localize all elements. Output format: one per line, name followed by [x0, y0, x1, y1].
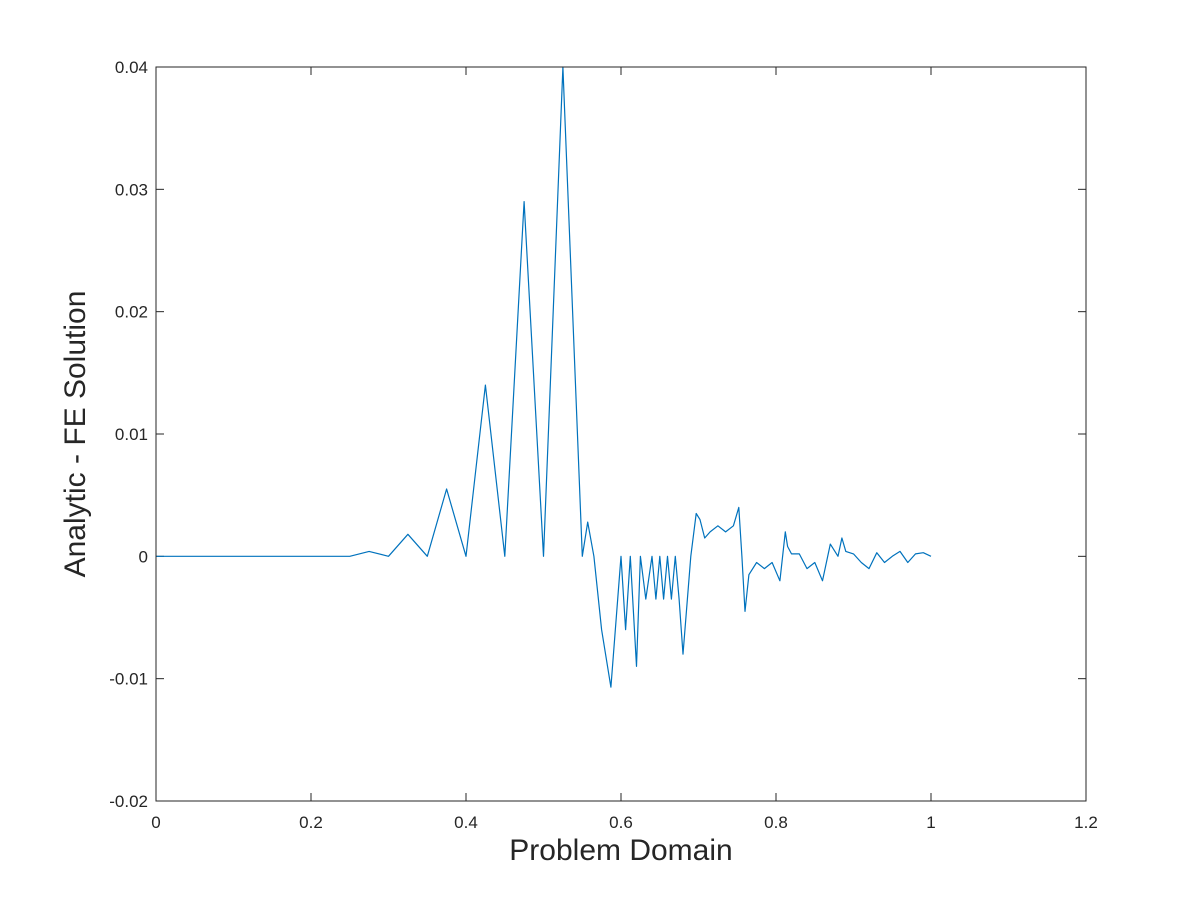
y-tick-label: 0	[139, 547, 148, 566]
axis-tick-labels: 0 0.2 0.4 0.6 0.8 1 1.2 -0.02 -0.01 0 0.01 0.02 0.03…	[109, 58, 1098, 832]
y-tick-label: 0.01	[115, 425, 148, 444]
x-tick-label: 1.2	[1074, 813, 1098, 832]
x-axis-label: Problem Domain	[509, 834, 732, 867]
plot-box	[155, 66, 1087, 802]
x-tick-label: 0.4	[454, 813, 478, 832]
x-tick-label: 0	[151, 813, 160, 832]
x-tick-label: 0.2	[299, 813, 323, 832]
plot-area-background	[156, 67, 1086, 801]
y-axis-label: Analytic - FE Solution	[59, 291, 92, 578]
x-tick-label: 0.6	[609, 813, 633, 832]
y-tick-label: 0.04	[115, 58, 148, 77]
y-tick-label: -0.02	[109, 792, 148, 811]
y-tick-label: -0.01	[109, 670, 148, 689]
x-tick-label: 0.8	[764, 813, 788, 832]
y-tick-label: 0.02	[115, 303, 148, 322]
series-line	[156, 66, 932, 688]
y-tick-label: 0.03	[115, 180, 148, 199]
x-tick-label: 1	[926, 813, 935, 832]
